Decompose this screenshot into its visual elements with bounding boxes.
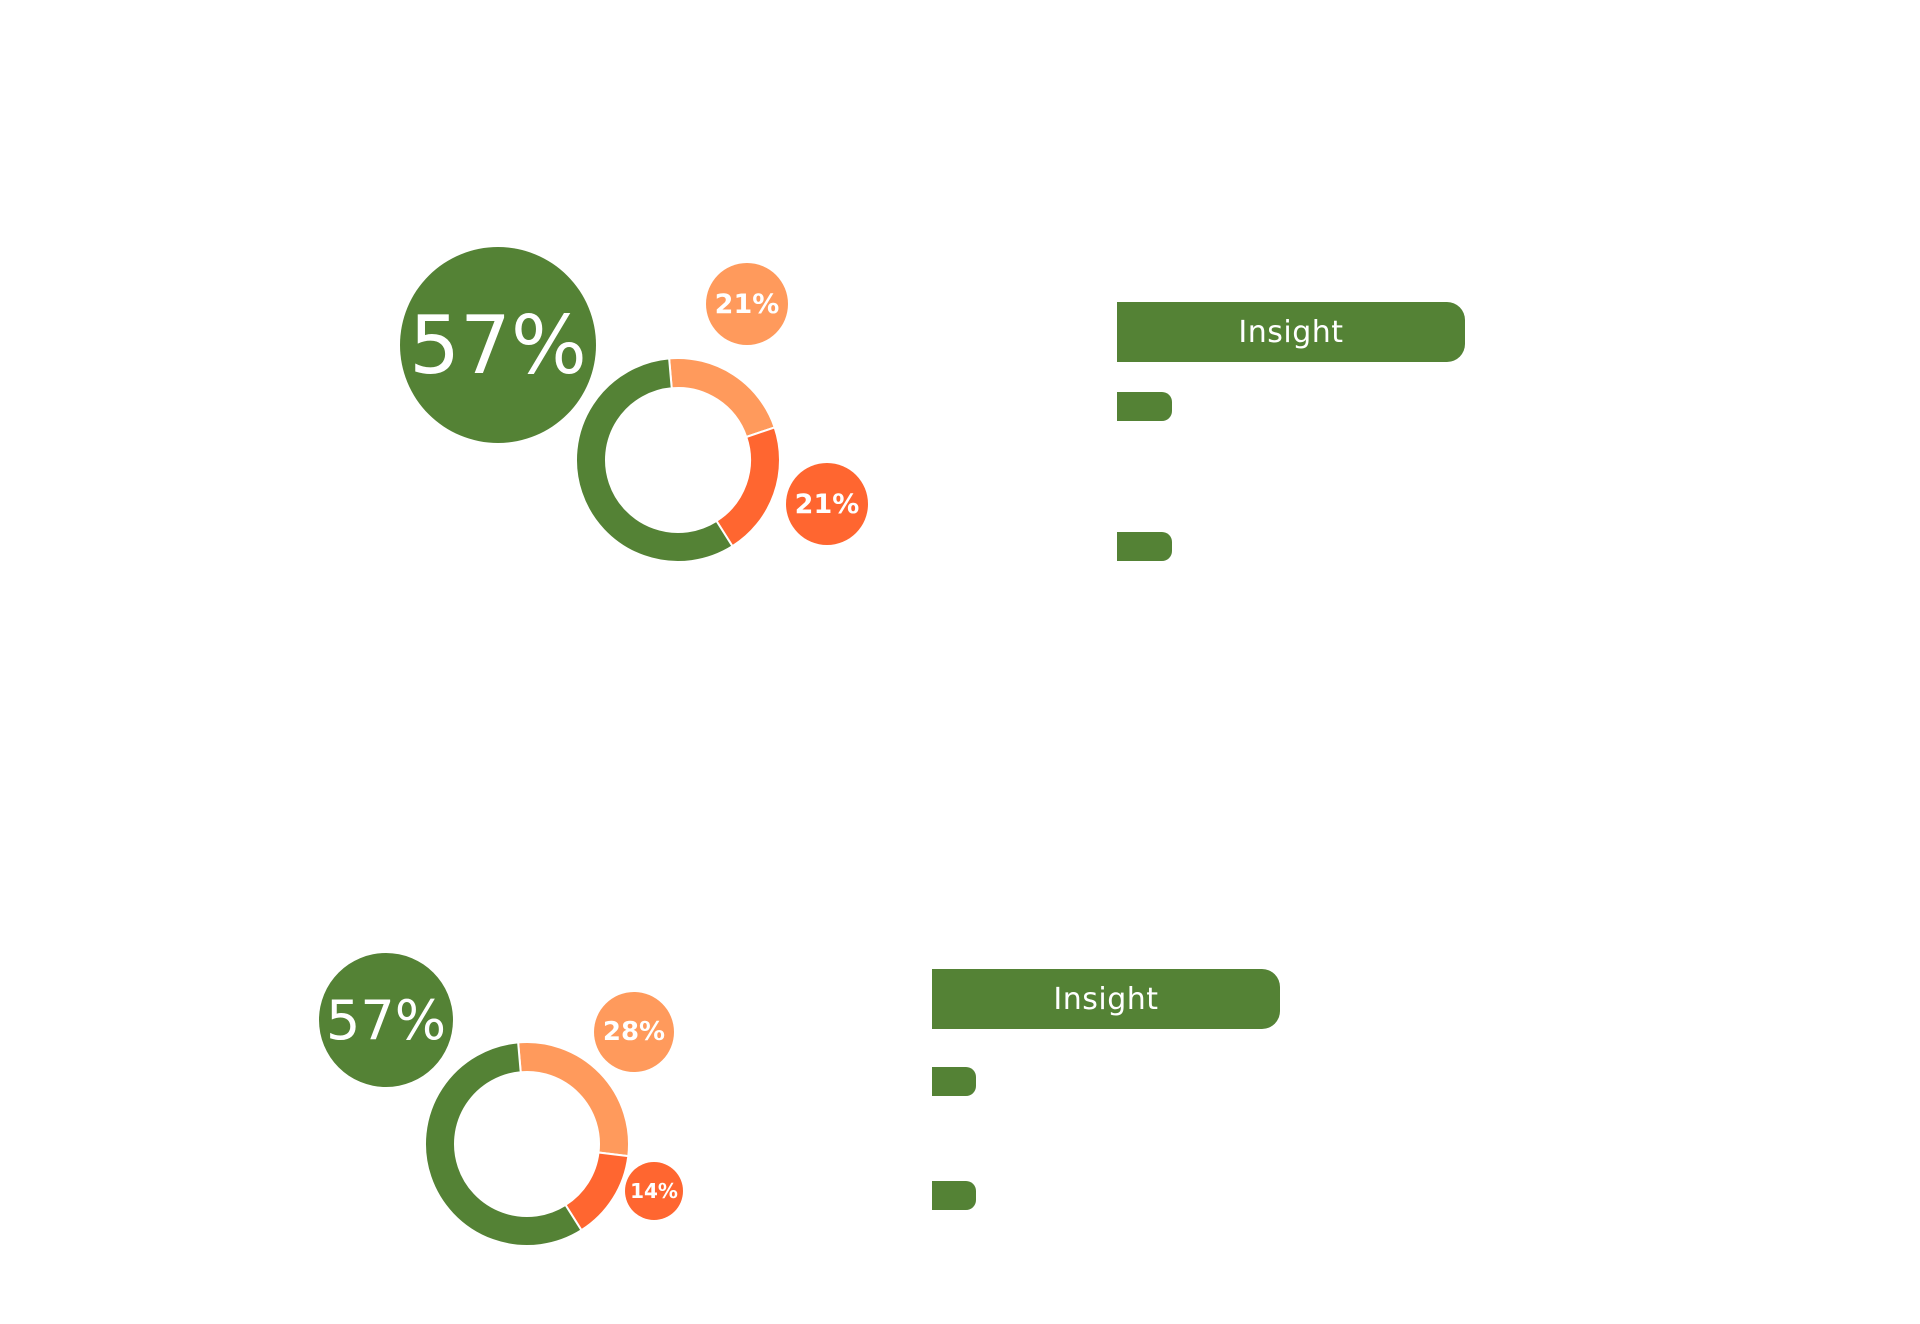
bubble-tertiary-bottom-label: 14% [630,1179,678,1203]
bubble-tertiary-top: 21% [786,463,868,545]
bubble-secondary-bottom-label: 28% [602,1017,666,1047]
donut-chart-bottom: 57% 28% 14% Insight [0,660,1920,1324]
bubble-secondary-top-label: 21% [714,288,780,320]
bubble-main-top: 57% [400,247,596,443]
insight-bullet-bottom-1 [932,1067,976,1096]
insight-bullet-top-2 [1117,532,1172,561]
insight-header-bottom-label: Insight [1053,981,1159,1017]
donut-chart-top: 57% 21% 21% Insight [0,0,1920,660]
bubble-tertiary-bottom: 14% [625,1162,683,1220]
donut-top-slice-0 [668,357,776,439]
insight-header-top: Insight [1117,302,1465,362]
insight-header-top-label: Insight [1238,314,1344,350]
insight-bullet-bottom-2 [932,1181,976,1210]
bubble-main-bottom: 57% [319,953,453,1087]
donut-top-slice-2 [575,357,734,563]
bubble-main-bottom-label: 57% [325,988,447,1052]
bubble-secondary-bottom: 28% [594,992,674,1072]
bubble-secondary-top: 21% [706,263,788,345]
donut-bottom-slice-2 [424,1041,583,1247]
donut-svg-top [575,357,781,563]
insight-header-bottom: Insight [932,969,1280,1029]
insight-bullet-top-1 [1117,392,1172,421]
bubble-main-top-label: 57% [409,298,587,392]
donut-svg-bottom [424,1041,630,1247]
bubble-tertiary-top-label: 21% [794,488,860,520]
donut-top-slice-1 [715,426,781,548]
